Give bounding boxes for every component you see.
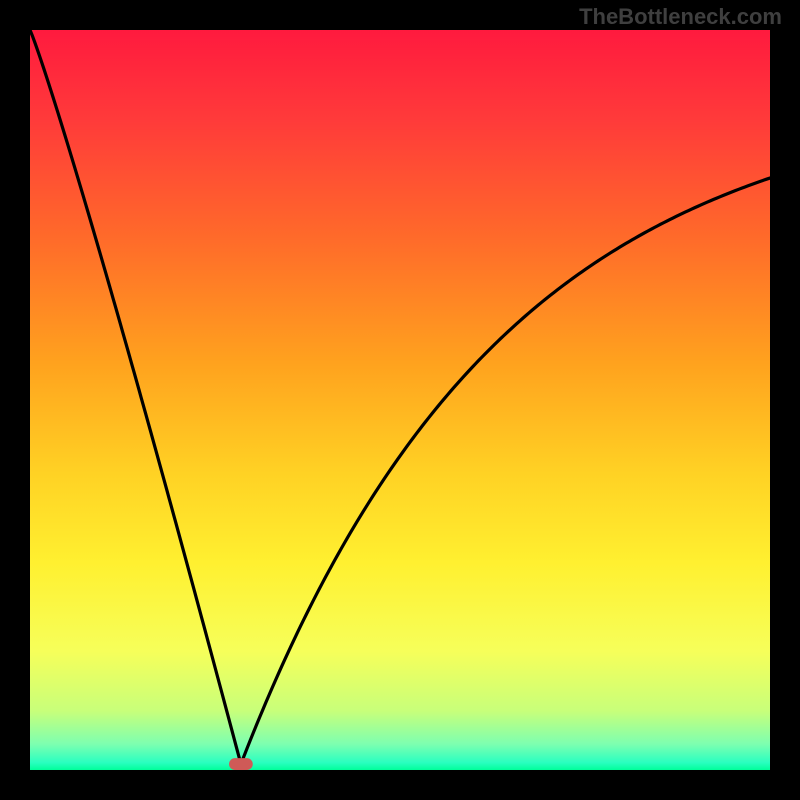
chart-frame: TheBottleneck.com xyxy=(0,0,800,800)
plot-area xyxy=(30,30,770,770)
watermark-text: TheBottleneck.com xyxy=(579,4,782,30)
optimum-marker xyxy=(229,758,253,770)
gradient-plot-svg xyxy=(30,30,770,770)
